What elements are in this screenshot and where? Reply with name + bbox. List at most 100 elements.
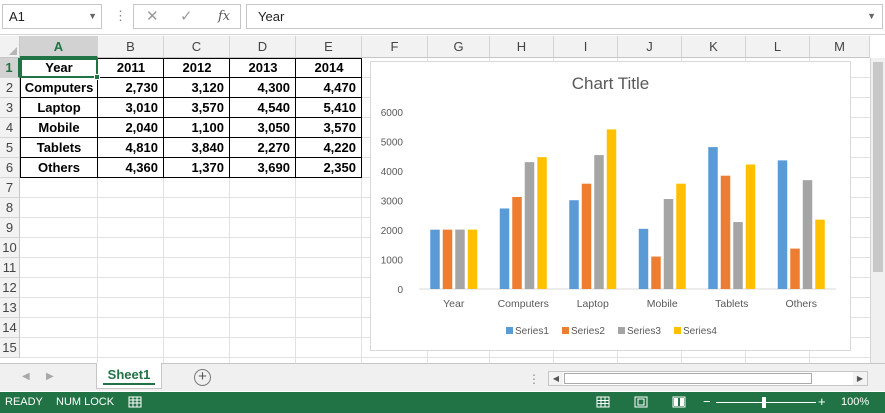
bar-series3-mobile[interactable] <box>663 199 674 289</box>
column-header-m[interactable]: M <box>810 36 870 58</box>
zoom-in-icon[interactable]: + <box>818 394 826 409</box>
column-header-g[interactable]: G <box>428 36 490 58</box>
cell-a4[interactable]: Mobile <box>38 120 80 135</box>
chart-title[interactable]: Chart Title <box>571 74 650 93</box>
cell-d5[interactable]: 2,270 <box>257 140 290 155</box>
row-header-14[interactable]: 14 <box>0 318 20 338</box>
vertical-scroll-thumb[interactable] <box>873 62 883 272</box>
row-header-1[interactable]: 1 <box>0 58 20 78</box>
row-header-12[interactable]: 12 <box>0 278 20 298</box>
bar-series4-year[interactable] <box>467 229 478 289</box>
cell-b1[interactable]: 2011 <box>116 60 146 75</box>
cell-d4[interactable]: 3,050 <box>257 120 290 135</box>
column-header-f[interactable]: F <box>362 36 428 58</box>
page-layout-view-icon[interactable] <box>634 396 648 408</box>
bar-series2-year[interactable] <box>442 229 453 289</box>
bar-series2-others[interactable] <box>790 248 800 289</box>
macro-record-icon[interactable] <box>128 396 142 408</box>
bar-series1-others[interactable] <box>777 160 788 289</box>
cell-b3[interactable]: 3,010 <box>125 100 158 115</box>
cell-a2[interactable]: Computers <box>24 80 94 95</box>
bar-series1-laptop[interactable] <box>569 200 579 289</box>
scroll-left-icon[interactable]: ◀ <box>549 372 563 385</box>
legend-entry[interactable]: Series4 <box>683 326 717 337</box>
bar-series3-laptop[interactable] <box>594 155 604 289</box>
cell-a6[interactable]: Others <box>38 160 80 175</box>
bar-series1-computers[interactable] <box>499 208 510 289</box>
cancel-icon[interactable]: ✕ <box>146 8 159 25</box>
bar-series1-year[interactable] <box>430 229 440 289</box>
cell-a3[interactable]: Laptop <box>37 100 81 115</box>
scroll-right-icon[interactable]: ▶ <box>853 372 867 385</box>
cell-e5[interactable]: 4,220 <box>323 140 356 155</box>
page-break-view-icon[interactable] <box>672 396 686 408</box>
cell-c1[interactable]: 2012 <box>182 60 212 75</box>
cell-a1[interactable]: Year <box>45 60 73 75</box>
cell-e2[interactable]: 4,470 <box>323 80 356 95</box>
vertical-scrollbar[interactable] <box>870 58 885 363</box>
cell-c4[interactable]: 1,100 <box>191 120 224 135</box>
cell-b5[interactable]: 4,810 <box>125 140 158 155</box>
row-header-5[interactable]: 5 <box>0 138 20 158</box>
enter-icon[interactable]: ✓ <box>180 8 193 25</box>
column-header-c[interactable]: C <box>164 36 230 58</box>
bar-series4-tablets[interactable] <box>745 164 756 289</box>
cell-c5[interactable]: 3,840 <box>191 140 224 155</box>
row-header-2[interactable]: 2 <box>0 78 20 98</box>
formula-input[interactable]: Year ▼ <box>246 4 883 29</box>
chevron-down-icon[interactable]: ▼ <box>88 11 97 21</box>
column-header-e[interactable]: E <box>296 36 362 58</box>
row-header-3[interactable]: 3 <box>0 98 20 118</box>
chart[interactable]: Chart Title 0 1000 2000 3000 4000 5000 6000 Yea… <box>370 61 851 351</box>
drag-handle-icon[interactable]: ⋮ <box>114 8 127 23</box>
cell-e1[interactable]: 2014 <box>314 60 344 75</box>
zoom-slider-knob[interactable] <box>762 397 766 408</box>
row-header-9[interactable]: 9 <box>0 218 20 238</box>
bar-series2-computers[interactable] <box>512 196 522 289</box>
bar-series4-others[interactable] <box>815 219 825 289</box>
legend-entry[interactable]: Series2 <box>571 326 605 337</box>
cell-d1[interactable]: 2013 <box>248 60 278 75</box>
column-header-j[interactable]: J <box>618 36 682 58</box>
bar-series1-tablets[interactable] <box>708 147 718 289</box>
sheet-tab-sheet1[interactable]: Sheet1 <box>96 363 162 389</box>
tab-split-handle-icon[interactable]: ⋮ <box>528 372 540 386</box>
horizontal-scroll-thumb[interactable] <box>564 373 812 384</box>
row-header-11[interactable]: 11 <box>0 258 20 278</box>
cell-e3[interactable]: 5,410 <box>323 100 356 115</box>
column-header-k[interactable]: K <box>682 36 746 58</box>
bar-series2-tablets[interactable] <box>720 175 731 289</box>
row-header-4[interactable]: 4 <box>0 118 20 138</box>
add-sheet-icon[interactable]: + <box>194 369 211 386</box>
zoom-out-icon[interactable]: − <box>703 394 711 409</box>
bar-series2-mobile[interactable] <box>651 256 661 289</box>
insert-function-icon[interactable]: fx <box>218 9 231 24</box>
bar-series4-mobile[interactable] <box>676 183 686 289</box>
row-header-13[interactable]: 13 <box>0 298 20 318</box>
cell-d6[interactable]: 3,690 <box>257 160 290 175</box>
bar-series3-year[interactable] <box>455 229 465 289</box>
row-header-15[interactable]: 15 <box>0 338 20 358</box>
cell-d3[interactable]: 4,540 <box>257 100 290 115</box>
cell-c2[interactable]: 3,120 <box>191 80 224 95</box>
cell-c6[interactable]: 1,370 <box>191 160 224 175</box>
bar-series4-laptop[interactable] <box>606 129 617 289</box>
column-header-l[interactable]: L <box>746 36 810 58</box>
horizontal-scrollbar[interactable]: ◀ ▶ <box>548 371 868 386</box>
cell-a5[interactable]: Tablets <box>36 140 82 155</box>
column-header-b[interactable]: B <box>98 36 164 58</box>
zoom-slider[interactable] <box>716 402 816 403</box>
bar-series1-mobile[interactable] <box>638 228 649 289</box>
row-header-10[interactable]: 10 <box>0 238 20 258</box>
row-header-7[interactable]: 7 <box>0 178 20 198</box>
fill-handle[interactable] <box>94 74 100 80</box>
bar-series3-computers[interactable] <box>524 162 535 289</box>
cell-b6[interactable]: 4,360 <box>125 160 158 175</box>
previous-sheet-icon[interactable]: ◀ <box>22 371 30 382</box>
bar-series3-tablets[interactable] <box>733 222 743 289</box>
row-header-6[interactable]: 6 <box>0 158 20 178</box>
select-all-button[interactable] <box>0 36 20 58</box>
legend-entry[interactable]: Series1 <box>515 326 549 337</box>
column-header-a[interactable]: A <box>20 36 98 58</box>
